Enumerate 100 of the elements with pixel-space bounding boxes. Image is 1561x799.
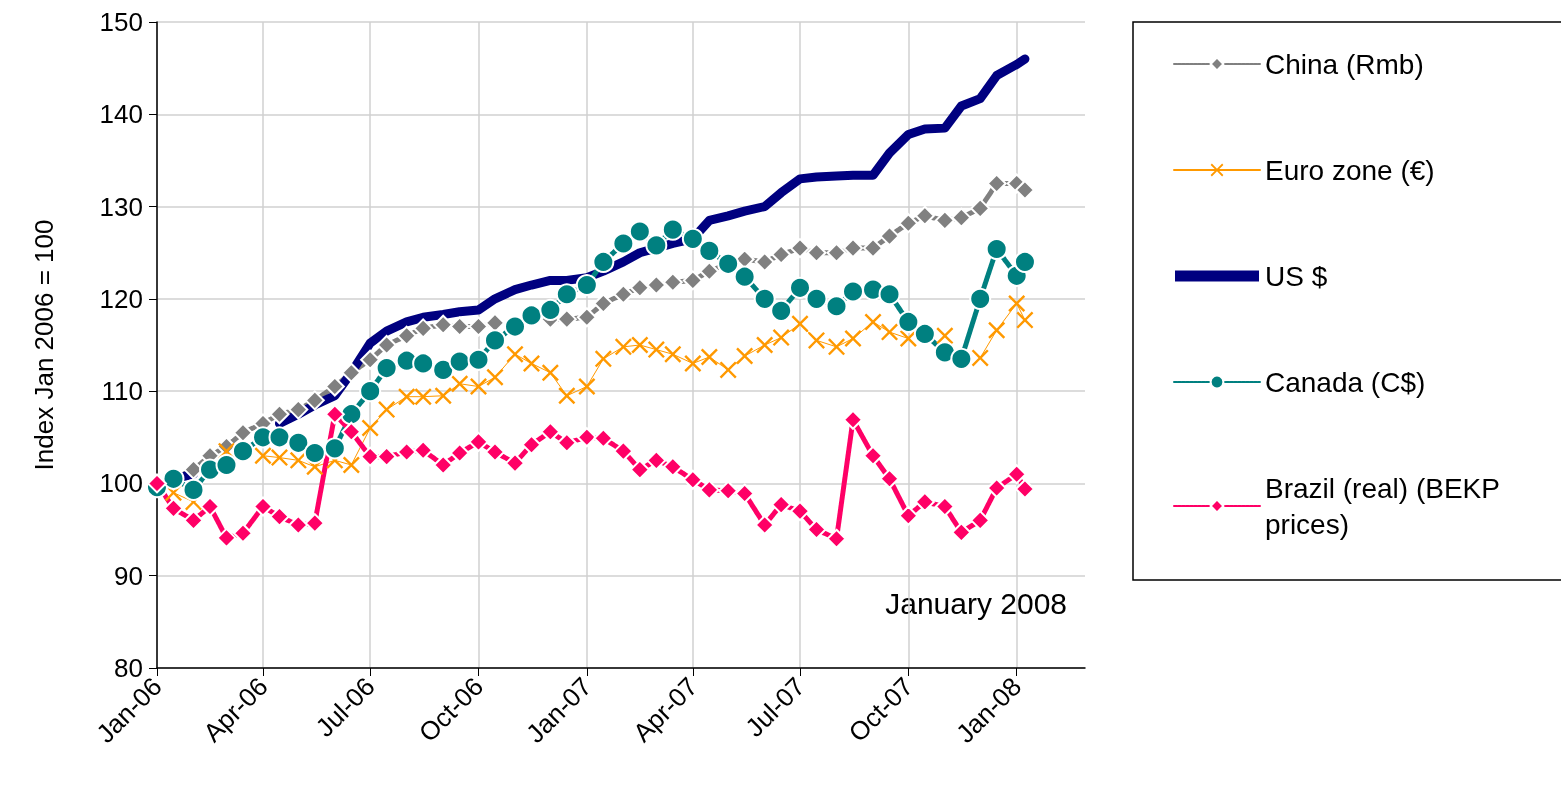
point [684,354,702,372]
point [413,440,434,461]
point [288,399,309,420]
legend-label: Brazil (real) (BEKP prices) [1265,472,1508,540]
point [863,238,884,259]
point [772,329,790,347]
point [863,445,884,466]
point [631,336,649,354]
point [733,265,756,288]
point [629,277,650,298]
point [645,234,668,257]
point [304,513,325,534]
point [1008,294,1026,312]
point [843,238,863,259]
point [433,314,454,335]
y-tick-label: 110 [101,376,143,407]
point [506,345,524,363]
point [734,483,755,504]
point [396,325,417,346]
point [341,362,362,383]
point [699,479,720,500]
point [753,287,776,310]
point [505,453,526,474]
point [303,441,326,464]
point [898,213,919,234]
y-tick-label: 150 [99,7,143,37]
point [950,347,973,370]
legend-label: US $ [1265,260,1328,292]
point [934,210,955,231]
point [215,453,238,476]
point [897,310,920,333]
point [736,347,754,365]
point [699,261,720,282]
point [556,309,577,330]
y-tick-label: 80 [114,653,143,683]
point [806,242,827,263]
point [468,316,489,337]
point [578,378,596,396]
point [986,173,1007,194]
point [1016,311,1034,329]
point [163,498,184,519]
point [414,388,432,406]
y-tick-label: 100 [99,468,143,499]
point [361,419,379,437]
point [593,293,614,314]
point [612,232,635,255]
point [484,442,505,463]
point [934,496,955,517]
point [451,375,469,393]
point [770,299,793,322]
point [521,434,542,455]
point [341,421,362,442]
y-tick-label: 130 [99,191,143,222]
point [432,358,455,381]
point [970,510,991,531]
point [698,239,721,262]
point [629,459,650,480]
point [898,505,919,526]
point [576,307,597,328]
point [807,331,825,349]
point [933,341,956,364]
point [951,522,972,543]
point [376,335,397,355]
point [791,315,809,333]
point [681,227,704,250]
point [864,313,882,331]
point [985,238,1008,261]
point [1014,179,1035,200]
point [558,387,576,405]
point [592,250,615,273]
point [806,519,827,540]
point [754,514,775,535]
point [614,338,632,356]
point [646,275,667,296]
point [843,409,863,430]
y-tick-label: 120 [99,283,143,314]
point [324,376,345,397]
point [662,272,683,293]
point [324,404,345,425]
point [628,220,651,243]
point [182,478,205,501]
point [988,321,1006,339]
point [375,357,398,380]
point [682,270,703,291]
point [523,354,540,372]
point [805,287,828,310]
point [468,431,489,452]
point [664,345,682,363]
point [970,198,991,219]
point [231,440,254,463]
point [682,469,703,490]
point [268,426,291,449]
point [969,287,992,310]
point [719,361,737,379]
point [1006,464,1027,485]
point [199,496,220,517]
point [754,251,775,272]
point [448,350,471,373]
point [254,447,272,465]
y-tick-label: 90 [114,560,143,591]
